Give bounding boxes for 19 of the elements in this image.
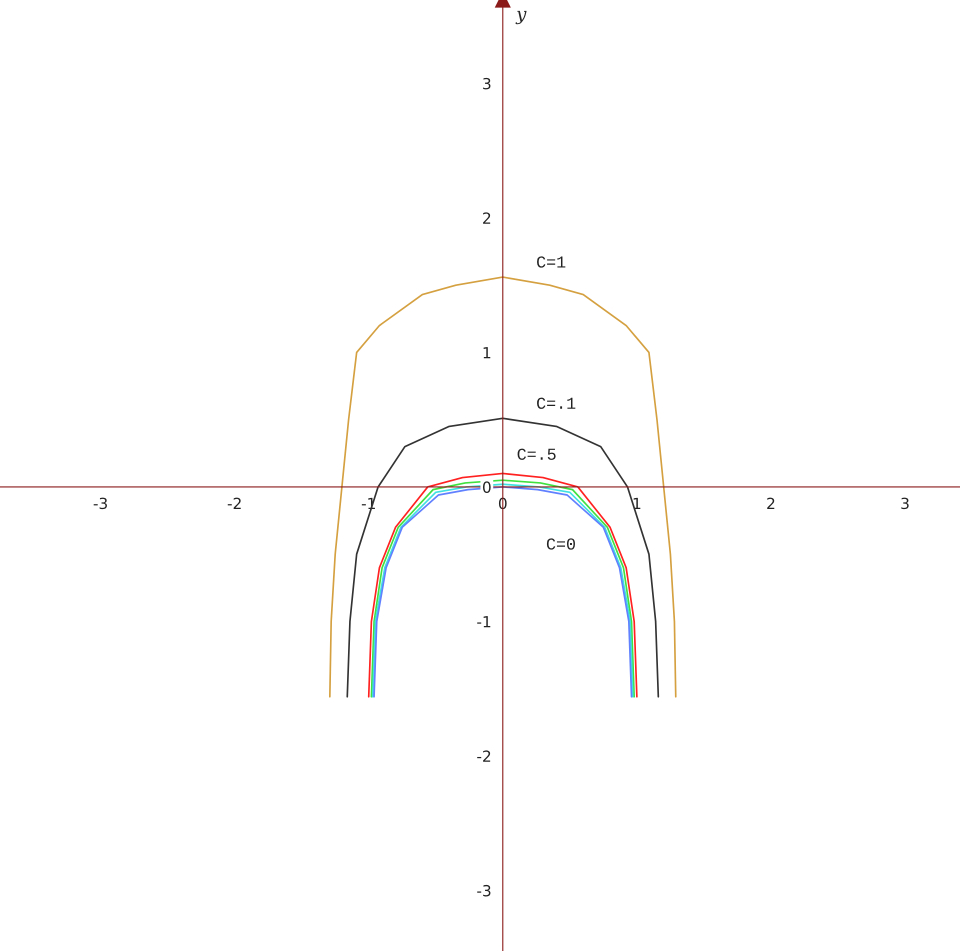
y-tick-label: 2: [483, 212, 490, 224]
x-tick-label: 3: [901, 498, 909, 510]
y-tick-label: 3: [483, 78, 490, 90]
y-tick-label: -2: [477, 750, 490, 762]
series-label: C=.5: [518, 448, 556, 460]
x-tick-label: -2: [228, 498, 241, 509]
x-tick-label: 1: [634, 498, 640, 509]
y-tick-label: 1: [484, 347, 490, 358]
series-label: C=1: [537, 256, 566, 268]
y-axis-title: y: [516, 10, 527, 24]
x-tick-label: -3: [94, 498, 107, 510]
y-tick-label: -1: [477, 616, 490, 628]
y-tick-label: 0: [482, 481, 491, 493]
y-tick-label: -3: [477, 884, 490, 896]
line-series: [328, 276, 677, 698]
x-tick-label: 2: [767, 498, 774, 509]
line-series: [346, 417, 660, 698]
series-label: C=.1: [537, 398, 576, 409]
series-label: C=0: [546, 538, 575, 550]
